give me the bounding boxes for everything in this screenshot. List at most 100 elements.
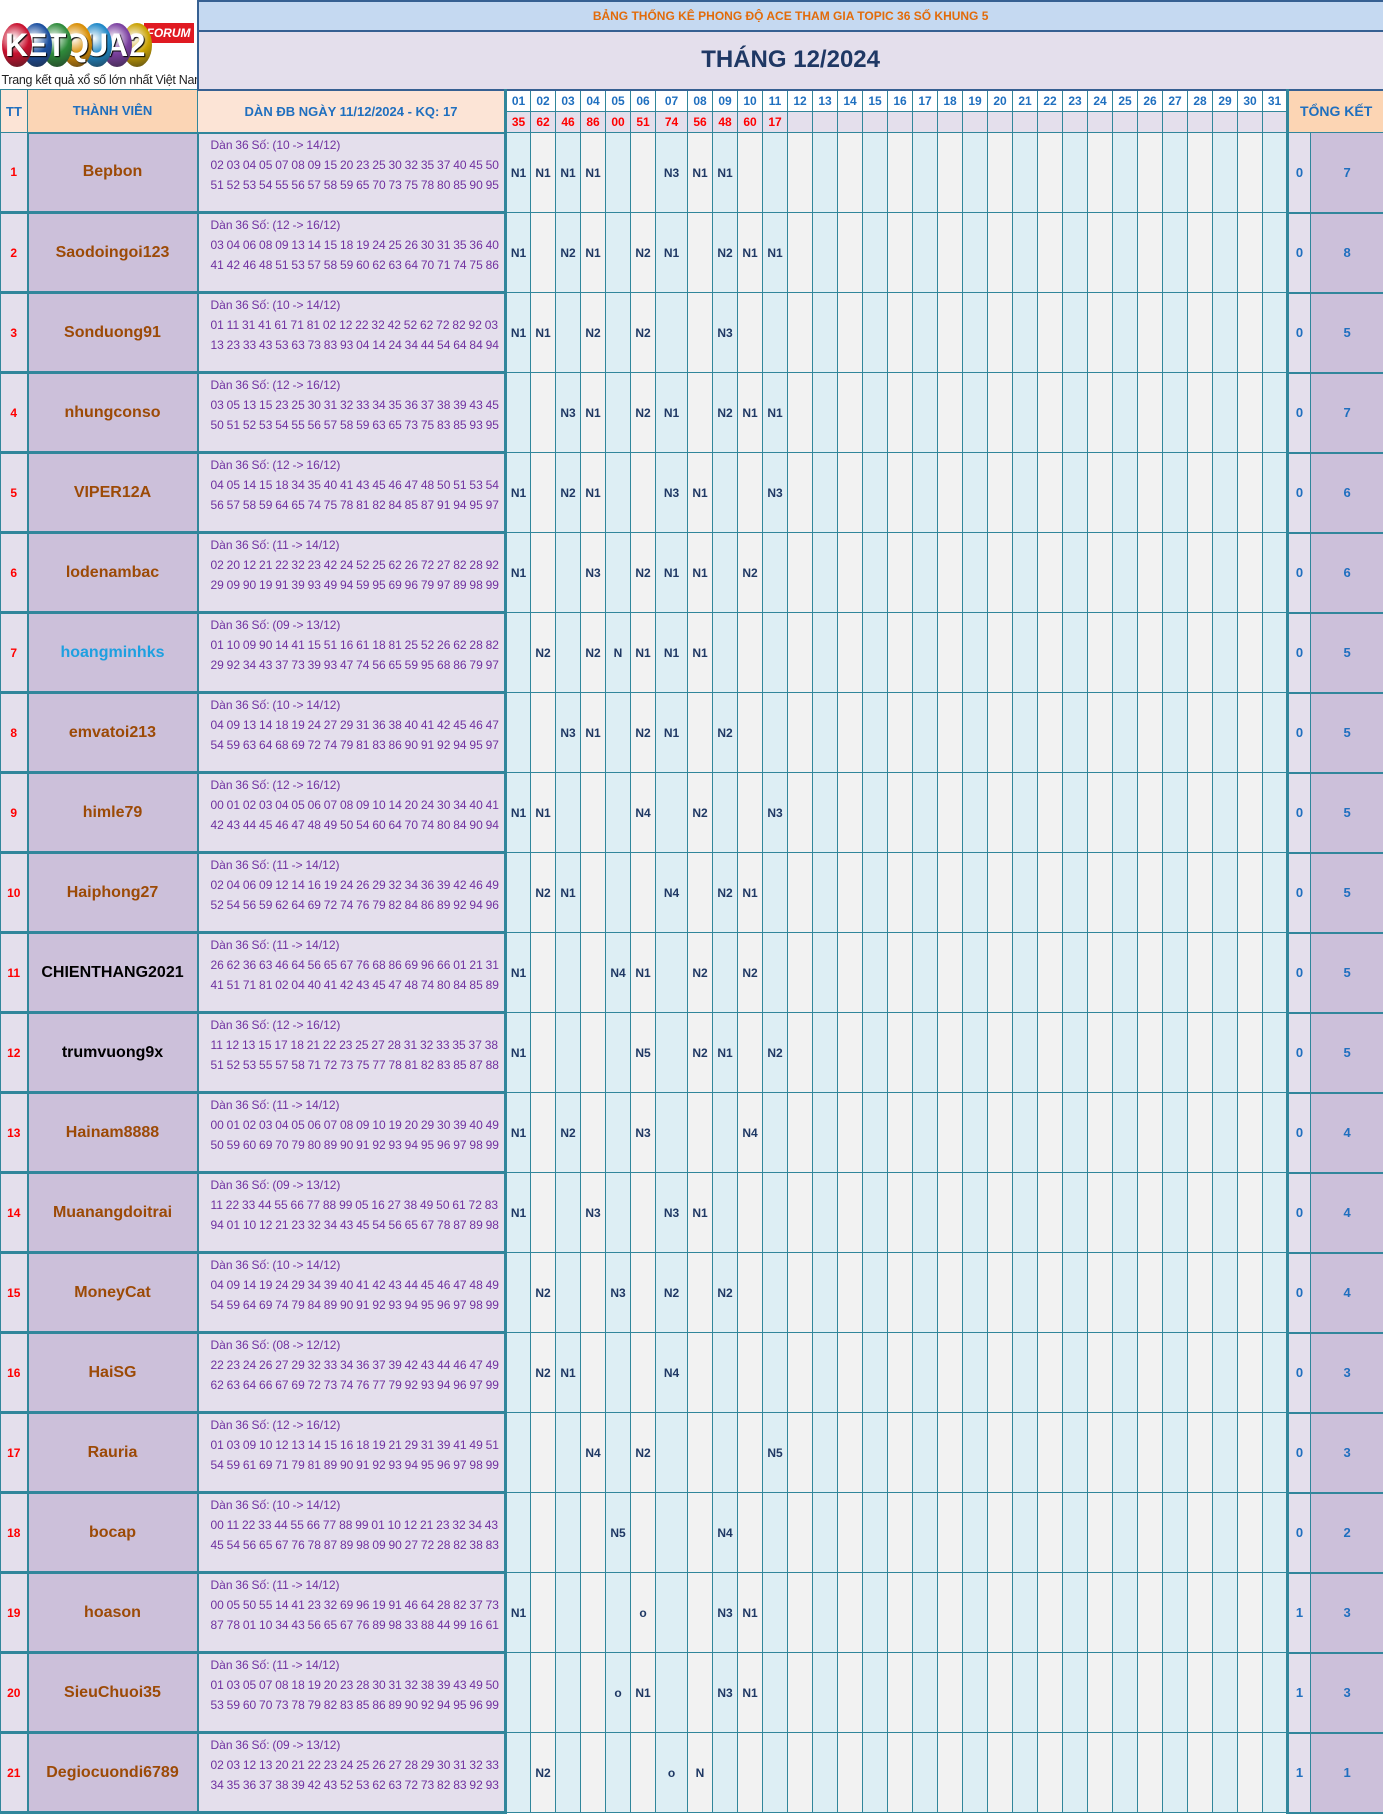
member-name[interactable]: bocap (28, 1493, 198, 1573)
day-mark-cell (988, 1733, 1013, 1813)
dan-label: Dàn 36 Số: (11 -> 14/12) (211, 855, 501, 875)
member-name[interactable]: MoneyCat (28, 1253, 198, 1333)
day-mark-cell (688, 293, 713, 373)
day-mark-cell (1263, 773, 1288, 853)
member-name[interactable]: emvatoi213 (28, 693, 198, 773)
day-mark-cell (963, 1333, 988, 1413)
day-mark-cell (1188, 1013, 1213, 1093)
day-result (1238, 112, 1263, 133)
day-mark-cell: N2 (531, 853, 556, 933)
day-header-26: 26 (1138, 90, 1163, 112)
member-name[interactable]: Rauria (28, 1413, 198, 1493)
day-mark-cell (888, 133, 913, 213)
day-mark-cell: N1 (506, 453, 531, 533)
day-mark-cell (1063, 1173, 1088, 1253)
day-mark-cell (606, 533, 631, 613)
member-name[interactable]: nhungconso (28, 373, 198, 453)
member-name[interactable]: Hainam8888 (28, 1093, 198, 1173)
day-mark-cell: N2 (763, 1013, 788, 1093)
day-mark-cell (631, 1733, 656, 1813)
day-mark-cell (763, 1173, 788, 1253)
day-mark-cell (1088, 373, 1113, 453)
member-name[interactable]: Sonduong91 (28, 293, 198, 373)
day-header-09: 09 (713, 90, 738, 112)
member-name[interactable]: Bepbon (28, 133, 198, 213)
dan-numbers: 11 22 33 44 55 66 77 88 99 05 16 27 38 4… (211, 1195, 501, 1235)
day-mark-cell: N4 (656, 853, 688, 933)
row-number: 10 (1, 853, 28, 933)
day-mark-cell (738, 1013, 763, 1093)
day-mark-cell (1138, 293, 1163, 373)
day-mark-cell: N1 (688, 133, 713, 213)
day-mark-cell (606, 1013, 631, 1093)
day-mark-cell (1238, 1093, 1263, 1173)
day-mark-cell (988, 613, 1013, 693)
day-mark-cell (938, 773, 963, 853)
member-name[interactable]: Muanangdoitrai (28, 1173, 198, 1253)
day-mark-cell: N1 (581, 693, 606, 773)
member-name[interactable]: Degiocuondi6789 (28, 1733, 198, 1813)
day-mark-cell: N2 (531, 613, 556, 693)
dan-cell: Dàn 36 Số: (11 -> 14/12)00 01 02 03 04 0… (198, 1093, 506, 1173)
member-name[interactable]: lodenambac (28, 533, 198, 613)
dan-numbers: 22 23 24 26 27 29 32 33 34 36 37 39 42 4… (211, 1355, 501, 1395)
day-mark-cell (531, 533, 556, 613)
day-header-01: 01 (506, 90, 531, 112)
day-mark-cell (1188, 1653, 1213, 1733)
day-mark-cell (506, 1413, 531, 1493)
day-mark-cell (581, 853, 606, 933)
member-name[interactable]: CHIENTHANG2021 (28, 933, 198, 1013)
day-header-13: 13 (813, 90, 838, 112)
day-mark-cell: N1 (556, 853, 581, 933)
member-name[interactable]: trumvuong9x (28, 1013, 198, 1093)
day-mark-cell (963, 1573, 988, 1653)
day-mark-cell (938, 853, 963, 933)
day-mark-cell (1238, 773, 1263, 853)
member-name[interactable]: HaiSG (28, 1333, 198, 1413)
day-header-30: 30 (1238, 90, 1263, 112)
day-mark-cell (838, 373, 863, 453)
day-mark-cell (1088, 533, 1113, 613)
day-mark-cell (913, 1493, 938, 1573)
day-header-07: 07 (656, 90, 688, 112)
day-mark-cell (1038, 933, 1063, 1013)
member-name[interactable]: VIPER12A (28, 453, 198, 533)
member-name[interactable]: hoason (28, 1573, 198, 1653)
day-mark-cell: N1 (506, 293, 531, 373)
summary-total: 4 (1311, 1253, 1383, 1333)
day-mark-cell (1038, 693, 1063, 773)
day-mark-cell (838, 1253, 863, 1333)
day-mark-cell (1138, 693, 1163, 773)
day-mark-cell (888, 933, 913, 1013)
day-mark-cell (813, 613, 838, 693)
member-name[interactable]: Haiphong27 (28, 853, 198, 933)
member-name[interactable]: himle79 (28, 773, 198, 853)
day-mark-cell (938, 1093, 963, 1173)
day-mark-cell (1263, 1493, 1288, 1573)
day-mark-cell (763, 613, 788, 693)
day-mark-cell (1088, 773, 1113, 853)
row-number: 20 (1, 1653, 28, 1733)
day-mark-cell (913, 133, 938, 213)
summary-count-a: 0 (1288, 213, 1311, 293)
day-mark-cell: N1 (631, 613, 656, 693)
day-mark-cell (1113, 853, 1138, 933)
day-mark-cell (606, 373, 631, 453)
day-mark-cell (888, 1413, 913, 1493)
member-name[interactable]: hoangminhks (28, 613, 198, 693)
member-name[interactable]: Saodoingoi123 (28, 213, 198, 293)
member-name[interactable]: SieuChuoi35 (28, 1653, 198, 1733)
day-result: 51 (631, 112, 656, 133)
day-mark-cell: N1 (713, 133, 738, 213)
summary-count-a: 0 (1288, 1413, 1311, 1493)
day-result: 74 (656, 112, 688, 133)
dan-numbers: 01 03 05 07 08 18 19 20 23 28 30 31 32 3… (211, 1675, 501, 1715)
day-mark-cell (581, 1733, 606, 1813)
day-mark-cell (1213, 1173, 1238, 1253)
day-mark-cell (1013, 1173, 1038, 1253)
day-header-19: 19 (963, 90, 988, 112)
